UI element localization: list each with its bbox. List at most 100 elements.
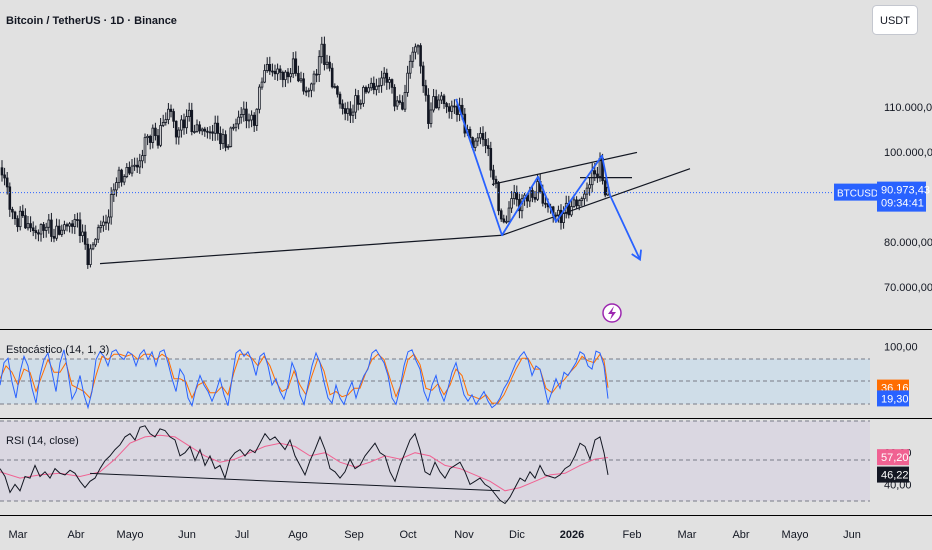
- price-axis-tick[interactable]: 70.000,00: [884, 282, 932, 294]
- candle: [31, 221, 35, 237]
- time-axis-labels[interactable]: Mar Abr Mayo Jun Jul Ago Sep Oct Nov Dic 2026 Feb Ma…: [9, 529, 861, 541]
- candle: [499, 208, 503, 222]
- candle: [416, 44, 420, 55]
- candle: [421, 61, 425, 93]
- lightning-icon-glyph: [608, 306, 616, 320]
- time-axis-tick[interactable]: Mar: [678, 529, 697, 541]
- candle-body: [359, 102, 363, 105]
- rsi-ma-line: [0, 434, 609, 492]
- candle-body: [237, 116, 240, 125]
- candle-body: [395, 100, 399, 107]
- candle-body: [291, 58, 295, 75]
- time-axis-tick[interactable]: Mayo: [782, 529, 809, 541]
- candle-body: [421, 65, 425, 87]
- candle: [369, 77, 373, 91]
- elliott-wave-path[interactable]: [455, 98, 641, 260]
- rsi-title[interactable]: RSI (14, close): [6, 435, 79, 447]
- currency-button-frame[interactable]: [872, 5, 918, 35]
- candle: [276, 63, 279, 81]
- time-axis-tick[interactable]: Mayo: [117, 529, 144, 541]
- support-trendline[interactable]: [99, 234, 503, 265]
- candle: [385, 68, 389, 90]
- candle: [544, 196, 547, 209]
- time-axis-tick[interactable]: Jun: [843, 529, 861, 541]
- drawing-tools-layer[interactable]: [99, 98, 691, 265]
- candle: [203, 126, 207, 137]
- candle-body: [211, 131, 214, 134]
- candle-body: [151, 127, 155, 143]
- candle: [494, 175, 498, 189]
- currency-button[interactable]: USDT: [872, 5, 918, 35]
- price-axis-tick[interactable]: 110.000,00: [884, 102, 932, 114]
- candle: [263, 64, 266, 84]
- candle-body: [502, 218, 506, 223]
- time-axis-tick[interactable]: Abr: [67, 529, 84, 541]
- candle-body: [403, 92, 407, 110]
- candle-body: [187, 109, 191, 117]
- candle: [338, 91, 342, 109]
- time-axis-tick[interactable]: 2026: [560, 529, 584, 541]
- candle-body: [208, 131, 212, 134]
- candle-body: [42, 224, 45, 231]
- time-axis-tick[interactable]: Feb: [623, 529, 642, 541]
- candle: [356, 90, 360, 111]
- candle-body: [367, 87, 370, 93]
- candle-body: [341, 103, 344, 109]
- time-axis-tick[interactable]: Dic: [509, 529, 525, 541]
- time-axis-tick[interactable]: Ago: [288, 529, 308, 541]
- time-axis-tick[interactable]: Nov: [454, 529, 474, 541]
- candle: [146, 134, 149, 146]
- time-axis-tick[interactable]: Oct: [399, 529, 416, 541]
- candle-body: [328, 61, 331, 69]
- candle-body: [390, 79, 394, 88]
- candle-body: [148, 135, 152, 143]
- candle: [104, 214, 108, 231]
- channel-lower-line[interactable]: [501, 168, 691, 236]
- stoch-title[interactable]: Estocástico (14, 1, 3): [6, 344, 109, 356]
- candle-body: [541, 191, 545, 204]
- candle-body: [128, 167, 131, 174]
- candle: [502, 214, 506, 224]
- candle: [575, 196, 578, 209]
- candle: [26, 215, 30, 231]
- candle-body: [481, 133, 485, 140]
- stoch-axis-tick[interactable]: 100,00: [884, 342, 918, 354]
- time-axis-tick[interactable]: Abr: [732, 529, 749, 541]
- candle-body: [445, 103, 448, 108]
- candle-body: [411, 51, 415, 62]
- candle: [250, 110, 253, 128]
- lightning-icon[interactable]: [602, 303, 622, 323]
- candle: [343, 102, 347, 121]
- rsi-trendline[interactable]: [89, 472, 501, 492]
- candle-body: [354, 95, 357, 113]
- rsi-series: [0, 425, 609, 505]
- candle: [83, 224, 87, 250]
- candle: [3, 167, 6, 186]
- candle-body: [398, 100, 402, 103]
- candle-body: [83, 231, 87, 245]
- time-axis-tick[interactable]: Jun: [178, 529, 196, 541]
- candle: [219, 126, 222, 150]
- candle-body: [50, 219, 53, 237]
- candle-body: [297, 72, 300, 82]
- currency-button-label[interactable]: USDT: [880, 15, 910, 27]
- wave-arrow-head[interactable]: [631, 249, 642, 262]
- candle-body: [385, 72, 389, 83]
- candle: [364, 85, 368, 94]
- price-axis-tick[interactable]: 80.000,00: [884, 237, 932, 249]
- candle: [185, 109, 188, 134]
- price-axis-tick[interactable]: 100.000,00: [884, 147, 932, 159]
- candle-body: [557, 209, 560, 216]
- candle: [76, 212, 79, 228]
- time-axis-tick[interactable]: Sep: [344, 529, 364, 541]
- time-axis-tick[interactable]: Mar: [9, 529, 28, 541]
- symbol-title[interactable]: Bitcoin / TetherUS · 1D · Binance: [6, 15, 177, 27]
- candle-body: [310, 83, 313, 91]
- time-axis-tick[interactable]: Jul: [235, 529, 249, 541]
- channel-upper-line[interactable]: [491, 151, 638, 185]
- candle-body: [476, 137, 480, 142]
- candle-body: [349, 108, 352, 116]
- candle: [24, 208, 27, 229]
